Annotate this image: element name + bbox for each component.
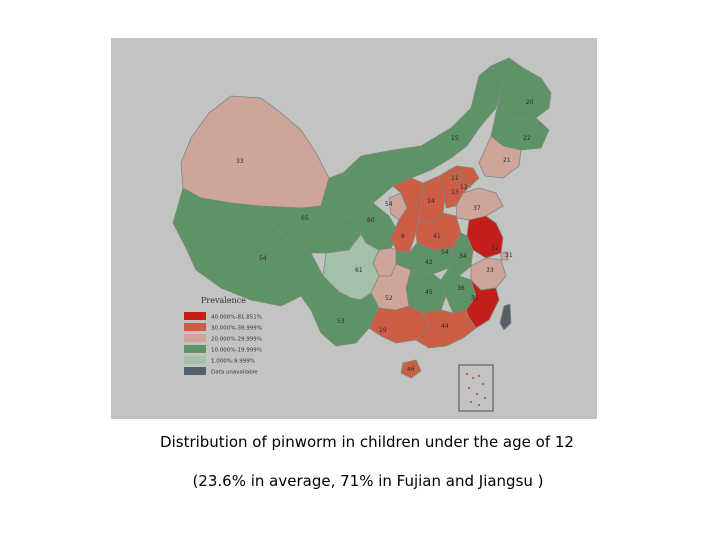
region-label: 20 bbox=[526, 99, 534, 106]
region-label: 14 bbox=[427, 198, 435, 205]
region-label: 46 bbox=[407, 366, 415, 373]
region-label: 31 bbox=[505, 252, 513, 259]
region-label: 33 bbox=[486, 267, 494, 274]
region-label: 13 bbox=[451, 189, 459, 196]
region-inner-mongolia bbox=[342, 65, 504, 204]
legend-swatch bbox=[184, 323, 206, 331]
region-label: 53 bbox=[337, 318, 345, 325]
region-label: 11 bbox=[451, 175, 459, 182]
region-label: 42 bbox=[425, 259, 433, 266]
legend-title: Prevalence bbox=[201, 296, 246, 305]
region-label: 54 bbox=[259, 255, 267, 262]
region-label: 33 bbox=[236, 158, 244, 165]
region-label: 54 bbox=[441, 249, 449, 256]
legend-swatch bbox=[184, 356, 206, 364]
legend-swatch bbox=[184, 334, 206, 342]
region-shanghai bbox=[500, 251, 509, 261]
region-heilongjiang bbox=[490, 57, 552, 121]
map-panel: 33 54 65 60 15 20 22 21 61 53 52 42 6 14… bbox=[111, 38, 597, 419]
region-label: 19 bbox=[379, 327, 387, 334]
map-legend: Prevalence 40.000%-81.851% 30.000%-39.999… bbox=[184, 296, 262, 376]
region-shandong bbox=[455, 187, 504, 221]
region-label: 61 bbox=[355, 267, 363, 274]
region-label: 54 bbox=[385, 201, 393, 208]
region-label: 45 bbox=[425, 289, 433, 296]
region-label: 15 bbox=[451, 135, 459, 142]
region-label: 36 bbox=[457, 285, 465, 292]
region-label: 41 bbox=[433, 233, 441, 240]
region-xinjiang bbox=[180, 95, 330, 209]
region-label: 6 bbox=[401, 233, 405, 240]
region-labels: 33 54 65 60 15 20 22 21 61 53 52 42 6 14… bbox=[236, 99, 534, 373]
region-label: 44 bbox=[441, 323, 449, 330]
map-caption-line-2: (23.6% in average, 71% in Fujian and Jia… bbox=[192, 472, 544, 490]
legend-label: 1.000%-9.999% bbox=[211, 359, 255, 365]
legend-swatch bbox=[184, 367, 206, 375]
legend-swatch bbox=[184, 312, 206, 320]
region-label: 60 bbox=[367, 217, 375, 224]
region-label: 34 bbox=[459, 253, 467, 260]
region-label: 12 bbox=[460, 184, 468, 191]
china-prevalence-map: 33 54 65 60 15 20 22 21 61 53 52 42 6 14… bbox=[172, 57, 552, 412]
region-label: 65 bbox=[301, 215, 309, 222]
region-label: 32 bbox=[491, 245, 499, 252]
south-china-sea-inset bbox=[458, 364, 494, 412]
region-label: 52 bbox=[385, 295, 393, 302]
region-hainan bbox=[400, 359, 422, 379]
region-liaoning bbox=[478, 135, 522, 179]
legend-label: 40.000%-81.851% bbox=[211, 315, 262, 321]
region-label: 21 bbox=[503, 157, 511, 164]
region-label: 22 bbox=[523, 135, 531, 142]
region-beijing bbox=[452, 170, 464, 182]
region-label: 35 bbox=[471, 295, 479, 302]
legend-label: 10.000%-19.999% bbox=[211, 348, 262, 354]
region-label: 37 bbox=[473, 205, 481, 212]
region-taiwan bbox=[499, 303, 512, 331]
legend-swatch bbox=[184, 345, 206, 353]
legend-label: 30.000%-39.999% bbox=[211, 326, 262, 332]
map-caption-line-1: Distribution of pinworm in children unde… bbox=[160, 433, 574, 451]
legend-label: Data unavailable bbox=[211, 370, 258, 376]
region-tianjin bbox=[462, 178, 472, 189]
legend-label: 20.000%-29.999% bbox=[211, 337, 262, 343]
region-guangdong bbox=[415, 309, 477, 349]
